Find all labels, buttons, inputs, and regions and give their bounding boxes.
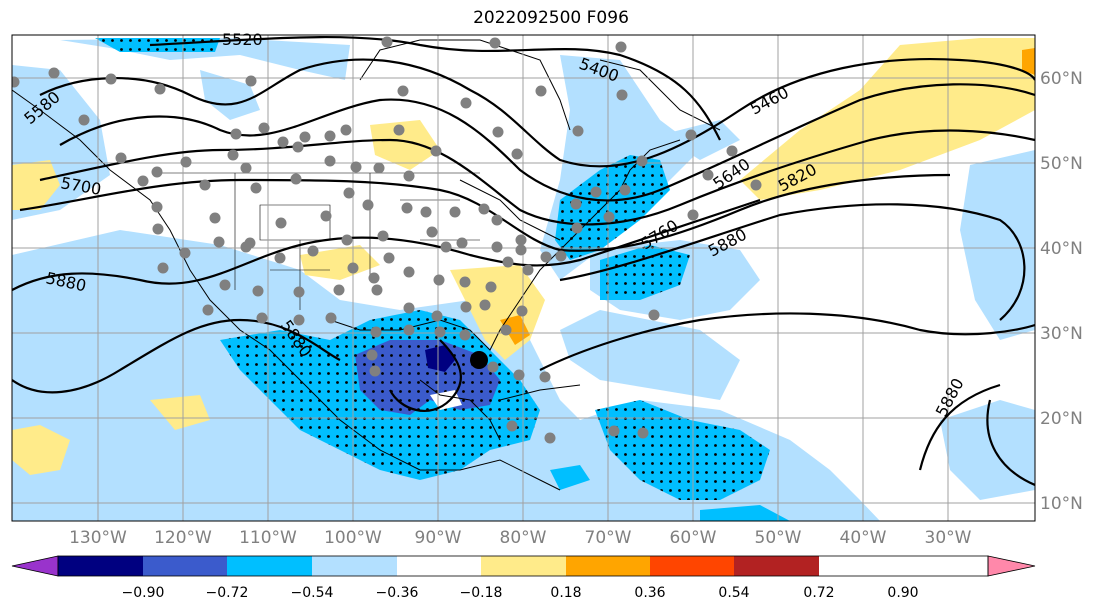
colorbar-segment [566, 556, 650, 576]
state-borders [160, 172, 480, 310]
lon-label: 110°W [239, 528, 297, 548]
colorbar-tick-label: 0.90 [887, 585, 918, 601]
colorbar [11, 555, 1036, 577]
lon-label: 120°W [154, 528, 212, 548]
lat-label-60n: 60°N [1040, 69, 1083, 89]
storm-center-marker [470, 351, 488, 369]
colorbar-tick-label: −0.36 [376, 585, 419, 601]
lon-label: 30°W [925, 528, 972, 548]
colorbar-tick-label: −0.72 [206, 585, 249, 601]
colorbar-tick-label: −0.18 [460, 585, 503, 601]
colorbar-outline [57, 555, 989, 577]
colorbar-extend-low [11, 555, 59, 577]
colorbar-tick-label: 0.54 [718, 585, 749, 601]
colorbar-segment [481, 556, 566, 576]
colorbar-segment [312, 556, 397, 576]
colorbar-extend-high [987, 555, 1036, 577]
colorbar-segment [650, 556, 734, 576]
colorbar-segment [227, 556, 312, 576]
lon-label: 130°W [69, 528, 127, 548]
lat-label-50n: 50°N [1040, 154, 1083, 174]
colorbar-tick-labels: −0.90 −0.72 −0.54 −0.36 −0.18 0.18 0.36 … [122, 585, 919, 601]
shaded-fields [12, 35, 1035, 521]
lat-label-30n: 30°N [1040, 324, 1083, 344]
lon-label: 40°W [840, 528, 887, 548]
colorbar-segment [397, 556, 481, 576]
lat-label-20n: 20°N [1040, 409, 1083, 429]
map-title: 2022092500 F096 [473, 8, 629, 28]
lat-label-40n: 40°N [1040, 239, 1083, 259]
colorbar-tick-label: 0.36 [634, 585, 665, 601]
colorbar-tick-label: 0.72 [803, 585, 834, 601]
lon-label: 50°W [755, 528, 802, 548]
station-dots [12, 36, 762, 444]
longitude-labels: 130°W 120°W 110°W 100°W 90°W 80°W 70°W 6… [69, 528, 972, 548]
colorbar-segment [143, 556, 227, 576]
lon-label: 70°W [585, 528, 632, 548]
contour-label: 5520 [222, 30, 263, 49]
lon-label: 60°W [670, 528, 717, 548]
lon-label: 80°W [500, 528, 547, 548]
colorbar-tick-label: 0.18 [550, 585, 581, 601]
colorbar-segment [58, 556, 143, 576]
lon-label: 90°W [415, 528, 462, 548]
colorbar-tick-label: −0.54 [291, 585, 334, 601]
colorbar-segment [734, 556, 819, 576]
navy-core [425, 345, 455, 372]
lon-label: 100°W [324, 528, 382, 548]
coastlines [12, 39, 721, 491]
lat-label-10n: 10°N [1040, 494, 1083, 514]
latitude-labels: 60°N 50°N 40°N 30°N 20°N 10°N [1040, 69, 1083, 514]
map-frame [11, 34, 1036, 522]
yellow-regions [12, 38, 1035, 475]
colorbar-tick-label: −0.90 [122, 585, 165, 601]
